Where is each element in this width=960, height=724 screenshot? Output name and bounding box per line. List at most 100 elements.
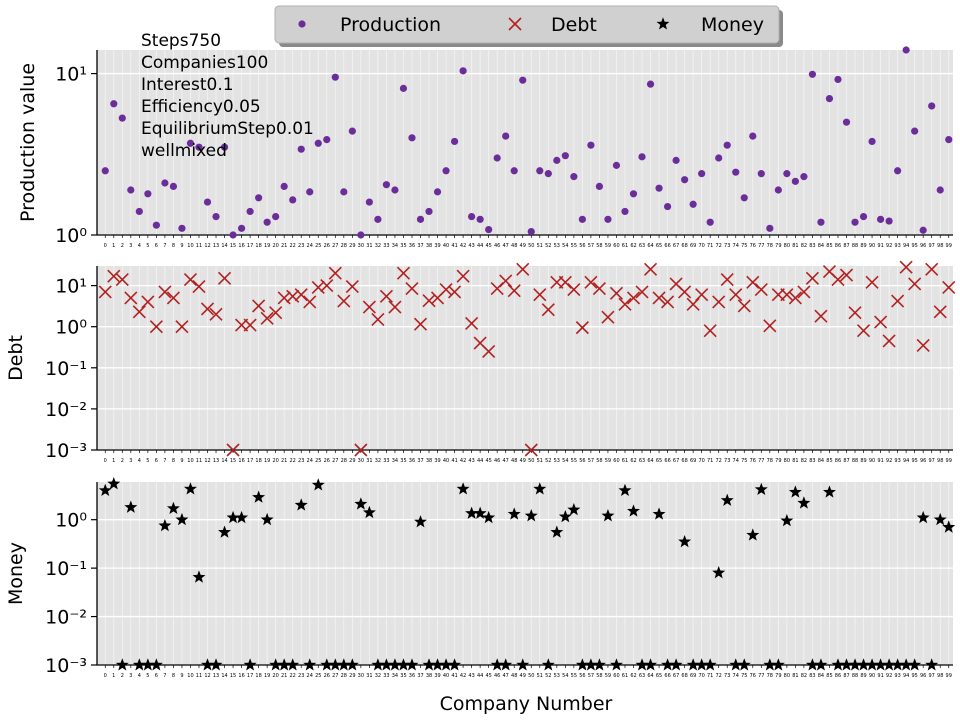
x-tick-label: 63 [639,243,645,249]
money-point-26 [320,658,334,671]
x-tick-label: 36 [409,458,415,464]
debt-point-34 [388,300,402,314]
x-tick-label: 70 [698,243,704,249]
money-point-32 [371,658,385,671]
x-tick-label: 81 [792,243,798,249]
production-point-3 [127,186,135,194]
debt-point-27 [328,266,342,280]
debt-point-72 [712,295,726,309]
x-tick-label: 40 [443,243,449,249]
money-point-59 [601,509,615,522]
x-tick-label: 16 [238,243,244,249]
money-point-4 [132,658,146,671]
x-tick-label: 1 [112,458,115,464]
legend-label-money: Money [701,14,764,36]
production-point-68 [681,176,689,184]
x-tick-label: 78 [767,458,773,464]
debt-point-88 [848,306,862,320]
money-point-78 [763,658,777,671]
x-tick-label: 63 [639,673,645,679]
money-point-15 [226,510,240,524]
x-tick-label: 59 [605,673,611,679]
x-tick-label: 99 [946,458,952,464]
x-tick-label: 25 [315,458,321,464]
x-tick-label: 54 [562,458,568,464]
debt-point-97 [925,262,939,276]
x-tick-label: 19 [264,243,270,249]
x-tick-label: 64 [647,458,653,464]
money-point-90 [865,658,879,671]
x-tick-label: 13 [213,243,219,249]
x-tick-label: 37 [417,243,423,249]
x-tick-label: 81 [792,673,798,679]
money-point-46 [490,658,504,671]
x-tick-label: 55 [571,458,577,464]
production-point-87 [842,118,851,126]
debt-point-3 [124,291,138,305]
x-tick-label: 85 [826,673,832,679]
production-point-31 [365,198,373,206]
x-tick-label: 60 [613,243,619,249]
debt-point-59 [601,310,615,324]
x-tick-label: 77 [758,458,764,464]
debt-point-49 [516,262,530,276]
production-point-47 [502,132,510,140]
money-point-82 [797,496,811,509]
money-point-24 [303,658,317,671]
money-point-61 [618,483,632,497]
x-tick-label: 61 [622,243,628,249]
production-point-72 [715,154,723,162]
x-tick-label: 75 [741,243,747,249]
money-point-11 [192,570,206,583]
debt-point-78 [763,319,777,333]
x-tick-label: 53 [554,673,560,679]
debt-point-1 [107,269,121,283]
debt-point-35 [396,266,411,280]
production-point-57 [587,141,595,149]
x-tick-label: 79 [775,458,781,464]
x-tick-label: 15 [230,673,236,679]
y-tick-label: 10⁻³ [45,440,87,462]
money-point-51 [533,482,547,495]
x-tick-label: 81 [792,458,798,464]
money-point-49 [516,658,530,671]
x-tick-label: 99 [946,673,952,679]
x-tick-label: 86 [835,458,841,464]
money-point-30 [354,497,368,510]
x-tick-label: 40 [443,673,449,679]
debt-point-52 [541,303,555,317]
x-tick-label: 94 [903,458,909,464]
x-tick-label: 50 [528,458,534,464]
x-tick-label: 0 [104,673,107,679]
x-tick-label: 27 [332,243,338,249]
debt-point-38 [422,294,436,308]
production-point-64 [646,80,655,88]
x-tick-label: 96 [920,243,926,249]
money-point-55 [567,503,581,516]
debt-point-73 [720,273,734,287]
x-tick-label: 66 [664,243,670,249]
x-tick-label: 44 [477,458,483,464]
production-point-9 [178,224,186,232]
production-point-70 [698,170,706,178]
x-tick-label: 33 [383,673,389,679]
x-tick-label: 40 [443,458,449,464]
money-point-36 [405,658,419,671]
production-point-86 [834,75,842,84]
x-tick-label: 67 [673,673,679,679]
x-tick-label: 67 [673,243,679,249]
x-tick-label: 9 [180,243,183,249]
production-point-58 [595,182,604,191]
x-tick-label: 42 [460,243,466,249]
x-tick-label: 51 [537,673,543,679]
money-point-58 [592,658,606,671]
x-tick-label: 25 [315,673,321,679]
x-tick-label: 74 [733,458,739,464]
x-tick-label: 83 [809,458,815,464]
x-tick-label: 61 [622,458,628,464]
debt-point-48 [507,284,521,298]
debt-point-77 [754,283,768,297]
production-point-20 [272,213,280,221]
x-tick-label: 28 [341,673,347,679]
y-axis-label: Production value [17,63,39,222]
